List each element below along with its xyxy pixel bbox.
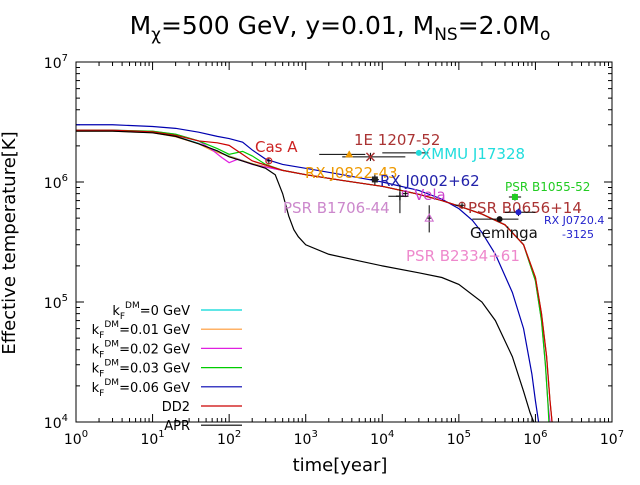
tick-marks xyxy=(75,62,612,423)
marker-plus xyxy=(395,192,404,201)
observation-label: Geminga xyxy=(470,224,538,242)
legend-item-kf006: kFDM=0.06 GeV xyxy=(92,378,242,399)
observation-label: PSR B1055-52 xyxy=(505,180,590,194)
legend-label: kFDM=0.02 GeV xyxy=(92,339,190,360)
y-tick-label: 104 xyxy=(44,413,68,432)
y-tick-label: 106 xyxy=(44,173,68,192)
observation-label: PSR B0656+14 xyxy=(468,199,582,217)
x-tick-label: 106 xyxy=(523,429,547,448)
observation-psr-b1055-52: PSR B1055-52 xyxy=(505,180,590,201)
legend-item-kf001: kFDM=0.01 GeV xyxy=(92,320,242,341)
x-tick-label: 101 xyxy=(140,429,164,448)
y-tick-label: 107 xyxy=(44,53,68,72)
observation-rx-j0720-4-3125: RX J0720.4 -3125 xyxy=(504,208,604,241)
legend-label: kFDM=0.01 GeV xyxy=(92,320,190,341)
observation-label: Vela xyxy=(414,186,446,204)
marker-open-circle xyxy=(265,157,273,165)
observation-psr-b1706-44: PSR B1706-44 xyxy=(283,184,409,217)
marker-open-triangle xyxy=(424,213,435,222)
y-tick-label: 105 xyxy=(44,293,68,312)
legend-label: kFDM=0.03 GeV xyxy=(92,359,190,380)
series-line-kf006 xyxy=(76,124,540,422)
observation-label: RX J0720.4 -3125 xyxy=(544,214,604,241)
x-tick-label: 102 xyxy=(217,429,241,448)
observation-label: 1E 1207-52 xyxy=(354,131,440,149)
x-axis-label: time[year] xyxy=(293,455,388,476)
legend-item-apr: APR xyxy=(164,419,242,434)
marker-open-circle xyxy=(458,201,466,209)
observation-geminga: Geminga xyxy=(470,216,538,242)
x-tick-label: 100 xyxy=(64,429,88,448)
plot-frame xyxy=(75,61,613,423)
x-tick-label: 107 xyxy=(600,429,624,448)
x-tick-label: 105 xyxy=(447,429,471,448)
marker-filled-circle xyxy=(496,216,503,223)
legend-item-kf003: kFDM=0.03 GeV xyxy=(92,359,242,380)
observation-label: Cas A xyxy=(255,138,298,156)
series-line-apr xyxy=(76,130,535,422)
marker-cross xyxy=(365,152,375,162)
marker-filled-circle xyxy=(515,209,522,216)
observation-rx-j0002-62: RX J0002+62 xyxy=(370,172,480,190)
observation-label: PSR B1706-44 xyxy=(283,199,390,217)
curve-group xyxy=(76,124,553,422)
observation-label: PSR B2334+61 xyxy=(406,247,520,265)
legend-item-kf0: kFDM=0 GeV xyxy=(112,301,242,322)
legend-label: kFDM=0 GeV xyxy=(112,301,190,322)
observation-psr-b0656-14: PSR B0656+14 xyxy=(455,199,582,217)
observation-xmmu-j17328: XMMU J17328 xyxy=(382,145,525,163)
marker-filled-square xyxy=(371,176,378,183)
observation-cas-a: Cas A xyxy=(255,138,298,165)
series-line-dd2 xyxy=(76,129,553,422)
observation-label: XMMU J17328 xyxy=(421,145,525,163)
marker-filled-square xyxy=(511,193,518,200)
marker-filled-triangle xyxy=(345,150,354,158)
legend-item-dd2: DD2 xyxy=(162,400,242,415)
x-tick-label: 103 xyxy=(294,429,318,448)
chart-title: Mχ=500 GeV, y=0.01, MNS=2.0Mo xyxy=(130,11,551,45)
legend-item-kf002: kFDM=0.02 GeV xyxy=(92,339,242,360)
x-tick-label: 104 xyxy=(370,429,394,448)
legend-label: APR xyxy=(164,419,190,434)
observation-label: RX J0002+62 xyxy=(380,172,480,190)
observation-psr-b2334-61: PSR B2334+61 xyxy=(406,205,520,265)
marker-filled-circle xyxy=(415,149,422,156)
legend-label: kFDM=0.06 GeV xyxy=(92,378,190,399)
y-axis-label: Effective temperature[K] xyxy=(0,131,20,354)
legend-label: DD2 xyxy=(162,400,190,415)
plot-area: 100 101 102 103 104 105 106 107 104 105 106 107 Cas … xyxy=(44,53,624,448)
